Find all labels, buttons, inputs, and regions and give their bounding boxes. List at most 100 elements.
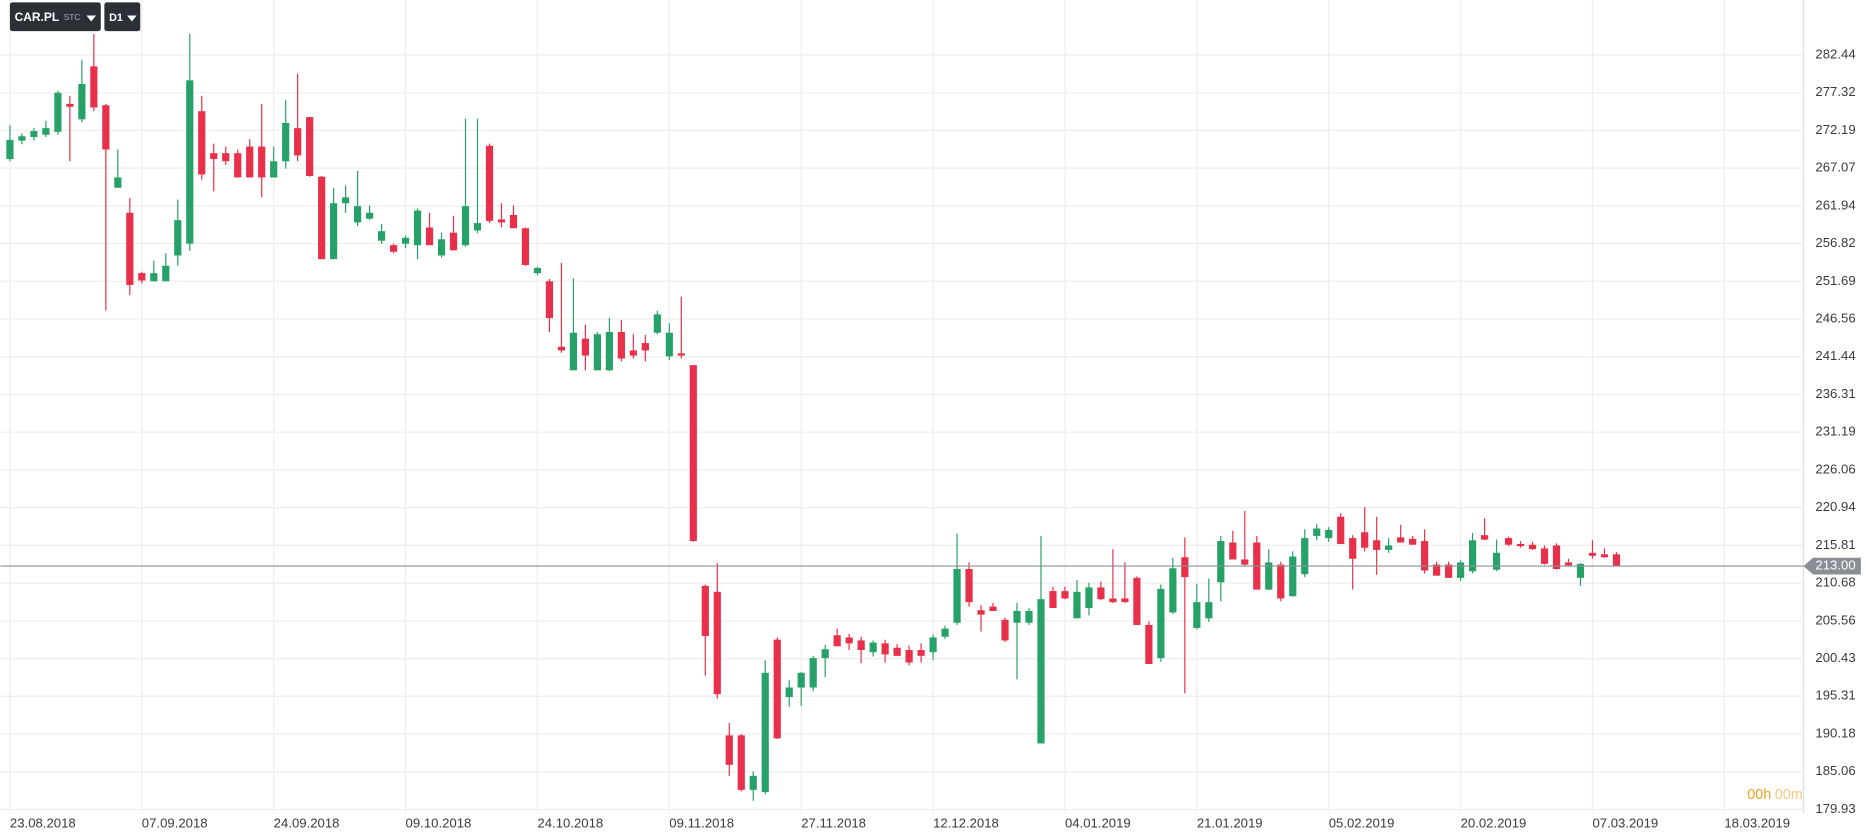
candle-body [1325,530,1333,539]
candle-body [162,265,170,282]
candle-body [713,591,721,695]
candle-body [186,80,194,244]
candle-body [1289,556,1297,597]
candle-body [401,237,410,244]
x-tick-label: 21.01.2019 [1197,815,1263,830]
y-tick-label: 220.94 [1815,499,1855,514]
candle-body [785,687,793,698]
candle-body [1169,568,1177,613]
x-tick-label: 05.02.2019 [1329,815,1395,830]
candle-body [42,128,50,135]
candle-body [1133,577,1141,625]
candle-body [1445,564,1453,578]
candle-body [1385,545,1393,550]
candle-body [1157,588,1165,659]
candle-body [234,153,242,178]
candle-body [389,245,398,252]
candle-body [773,639,781,739]
candle-body [893,647,901,656]
candle-body [737,735,745,790]
candle-body [449,232,458,251]
y-tick-label: 200.43 [1815,650,1855,665]
candle-body [653,314,661,333]
candle-body [78,83,86,120]
candle-body [557,346,566,351]
candle-body [677,353,685,356]
y-tick-label: 277.32 [1815,84,1855,99]
candle-body [1480,535,1489,540]
candle-body [1037,599,1045,744]
candle-body [1576,563,1585,578]
candle-body [1468,540,1477,572]
candle-body [1337,516,1345,544]
candle-body [330,203,338,260]
candle-body [1013,610,1021,623]
candle-body [138,273,146,281]
y-tick-label: 282.44 [1815,46,1855,61]
candle-body [66,103,74,107]
candle-body [545,281,554,319]
y-tick-label: 272.19 [1815,122,1855,137]
x-tick-label: 07.03.2019 [1592,815,1658,830]
y-tick-label: 241.44 [1815,348,1855,363]
candle-body [701,585,709,636]
candle-body [102,105,110,150]
candle-body [1109,598,1117,603]
candle-body [270,161,278,178]
candle-body [246,146,254,178]
x-tick-label: 24.10.2018 [537,815,603,830]
market: STC [64,12,81,22]
candle-body [306,117,314,176]
candle-body [929,637,937,653]
interval-button[interactable] [104,2,141,32]
candle-body [150,273,158,282]
y-tick-label: 267.07 [1815,160,1855,175]
candle-body [210,153,218,160]
candle-body [1217,541,1225,583]
candle-body [1600,554,1609,558]
candle-body [1145,624,1153,664]
candle-body [18,136,26,141]
candle-body [917,649,925,656]
candle-body [1049,591,1057,609]
x-tick-label: 07.09.2018 [142,815,208,830]
candle-body [342,197,350,204]
candle-body [6,139,14,160]
candle-body [1301,538,1309,575]
candle-body [437,239,446,256]
candle-body [1205,602,1213,619]
candle-body [1349,538,1357,559]
x-tick-label: 12.12.2018 [933,815,999,830]
interval: D1 [109,12,123,24]
candle-body [1229,542,1237,560]
candle-body [569,332,578,371]
candle-body [797,672,805,688]
last-price-tag [1803,557,1861,575]
y-tick-label: 210.68 [1815,575,1855,590]
candle-body [809,658,817,688]
candle-body [1373,540,1381,550]
candle-body [1097,587,1105,600]
candle-body [605,332,613,371]
candle-body [521,228,530,266]
candle-body [533,267,542,274]
candle-body [1540,548,1549,564]
candle-body [641,343,649,351]
x-tick-label: 23.08.2018 [10,815,76,830]
candle-body [617,332,625,359]
symbol-button[interactable] [9,2,101,32]
candle-body [509,214,518,229]
candle-body [761,672,769,793]
candle-body [1612,554,1621,567]
candle-body [665,332,673,357]
candle-body [1061,591,1069,599]
y-tick-label: 231.19 [1815,424,1855,439]
candle-body [953,569,961,623]
candle-body [1409,538,1417,545]
candle-body [1193,602,1201,628]
x-tick-label: 24.09.2018 [274,815,340,830]
y-tick-label: 236.31 [1815,386,1855,401]
candle-body [1001,619,1009,641]
candle-body [1313,528,1321,536]
